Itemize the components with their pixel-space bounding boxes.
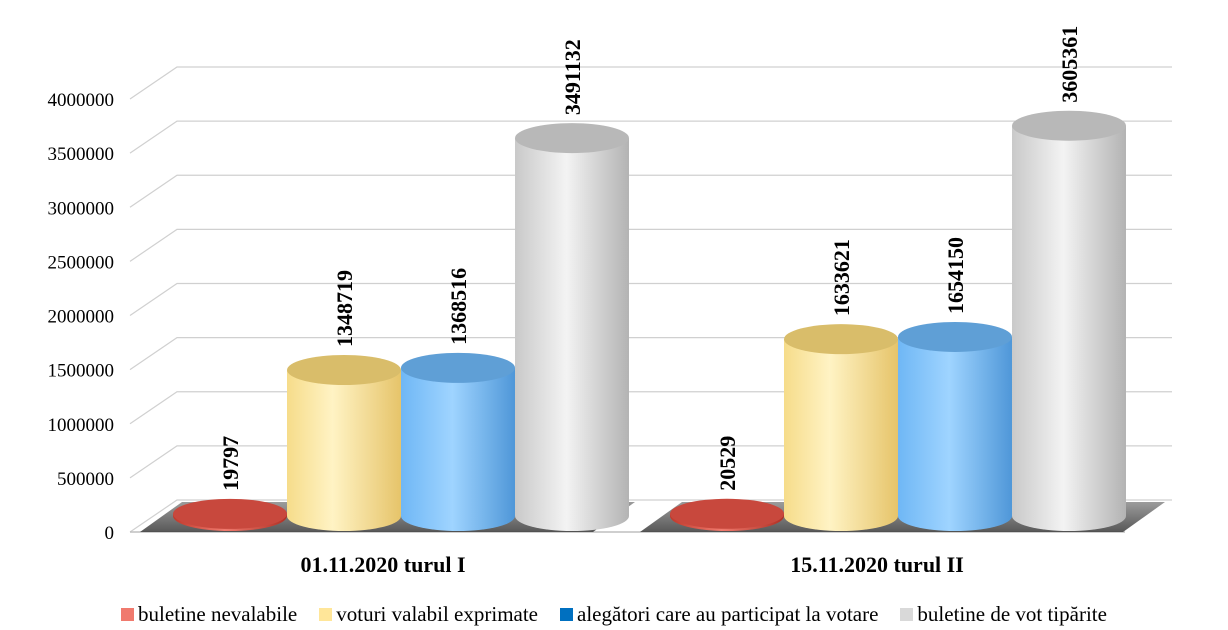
legend-swatch bbox=[900, 607, 914, 621]
legend-item: buletine nevalabile bbox=[121, 602, 297, 627]
y-tick-label: 2500000 bbox=[48, 252, 115, 273]
legend-label: voturi valabil exprimate bbox=[336, 601, 539, 626]
bar-top bbox=[287, 355, 401, 386]
bar-body bbox=[784, 339, 898, 531]
gridline bbox=[129, 174, 1172, 208]
legend-label: buletine de vot tipărite bbox=[917, 601, 1107, 626]
y-tick-label: 1000000 bbox=[48, 415, 115, 436]
bar-top bbox=[784, 324, 898, 355]
y-tick-label: 3000000 bbox=[48, 198, 115, 219]
chart-legend: buletine nevalabile voturi valabil exprim… bbox=[0, 600, 1228, 628]
bar-body bbox=[898, 336, 1012, 531]
data-label: 1654150 bbox=[943, 237, 968, 314]
y-tick-label: 4000000 bbox=[48, 90, 115, 111]
bar-top bbox=[173, 498, 287, 529]
bar-body bbox=[1012, 125, 1126, 532]
data-label: 1633621 bbox=[829, 239, 854, 316]
y-tick-label: 2000000 bbox=[48, 307, 115, 328]
y-tick-label: 3500000 bbox=[48, 144, 115, 165]
bar-1-0 bbox=[287, 355, 401, 531]
data-label: 3491132 bbox=[560, 39, 585, 115]
bar-body bbox=[515, 138, 629, 531]
gridline bbox=[129, 66, 1172, 100]
legend-label: buletine nevalabile bbox=[138, 601, 298, 626]
data-label: 1368516 bbox=[446, 268, 471, 345]
bar-top bbox=[401, 352, 515, 383]
data-label: 19797 bbox=[218, 436, 243, 491]
legend-item: alegători care au participat la votare bbox=[560, 602, 878, 627]
legend-swatch bbox=[319, 607, 333, 621]
legend-swatch bbox=[560, 607, 574, 621]
bar-top bbox=[1012, 110, 1126, 141]
y-tick-label: 0 bbox=[105, 523, 115, 544]
y-tick-label: 500000 bbox=[57, 469, 114, 490]
data-label: 20529 bbox=[715, 436, 740, 491]
legend-item: voturi valabil exprimate bbox=[319, 602, 538, 627]
gridline bbox=[129, 228, 1172, 262]
bar-2-1 bbox=[898, 321, 1012, 531]
bar-top bbox=[515, 123, 629, 154]
bar-top bbox=[670, 498, 784, 529]
bar-2-0 bbox=[401, 352, 515, 531]
bar-1-1 bbox=[784, 324, 898, 531]
data-label: 3605361 bbox=[1057, 26, 1082, 103]
x-category-label: 15.11.2020 turul II bbox=[790, 552, 964, 577]
y-tick-label: 1500000 bbox=[48, 361, 115, 382]
data-label: 1348719 bbox=[332, 270, 357, 347]
legend-item: buletine de vot tipărite bbox=[900, 602, 1107, 627]
bar-0-0 bbox=[173, 498, 287, 531]
bar-body bbox=[401, 367, 515, 531]
bar-body bbox=[287, 370, 401, 531]
gridline bbox=[129, 120, 1172, 154]
bar-3-1 bbox=[1012, 110, 1126, 532]
gridline bbox=[129, 282, 1172, 316]
bar-top bbox=[898, 321, 1012, 352]
legend-swatch bbox=[121, 607, 135, 621]
bar-3-0 bbox=[515, 123, 629, 531]
x-category-label: 01.11.2020 turul I bbox=[300, 552, 465, 577]
bar-0-1 bbox=[670, 498, 784, 531]
legend-label: alegători care au participat la votare bbox=[577, 601, 879, 626]
